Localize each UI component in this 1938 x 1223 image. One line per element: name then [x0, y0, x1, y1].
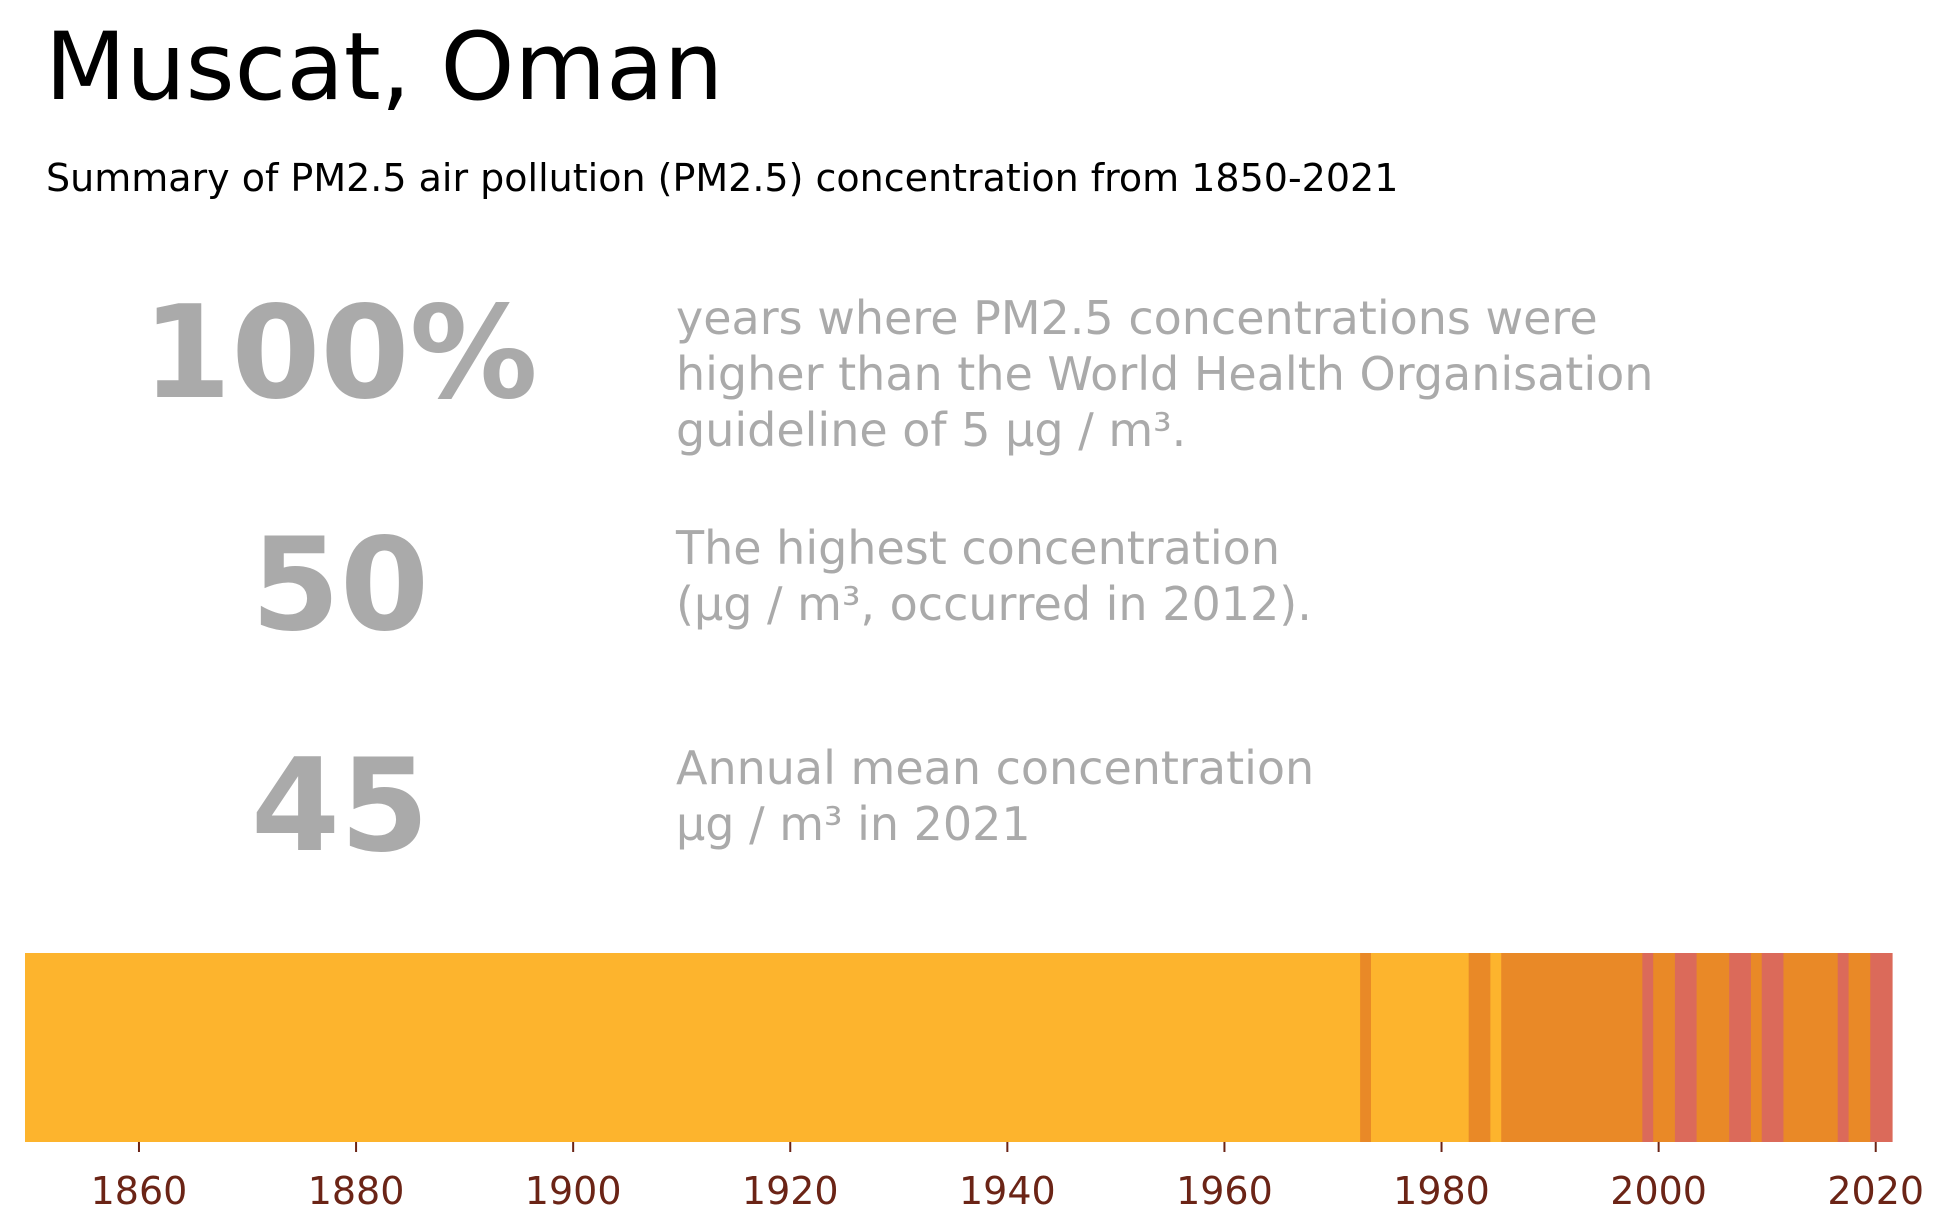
x-tick-label: 2020: [1827, 1169, 1924, 1213]
chart-title: Muscat, Oman: [45, 13, 724, 122]
stripe-segment: [1642, 953, 1654, 1142]
stat-desc-highest: The highest concentration (µg / m³, occu…: [676, 520, 1312, 632]
stat-value-highest: 50: [250, 511, 430, 660]
stat-desc-line: years where PM2.5 concentrations were: [676, 291, 1598, 345]
stripe-segment: [1468, 953, 1491, 1142]
x-tick-label: 2000: [1610, 1169, 1707, 1213]
stripe-segment: [1783, 953, 1839, 1142]
stripe-segment: [1750, 953, 1763, 1142]
stat-value-annual-mean: 45: [250, 732, 430, 881]
stripe-segment: [1870, 953, 1893, 1142]
stripe-segment: [1653, 953, 1676, 1142]
stripe-segment: [1696, 953, 1730, 1142]
x-tick-label: 1960: [1176, 1169, 1273, 1213]
x-tick-label: 1860: [91, 1169, 188, 1213]
stripe-segment: [1370, 953, 1470, 1142]
stripe-segment: [1729, 953, 1752, 1142]
stripe-segment: [1674, 953, 1698, 1142]
stripes-group: [25, 953, 1893, 1142]
x-tick-label: 1880: [308, 1169, 405, 1213]
stat-desc-line: (µg / m³, occurred in 2012).: [676, 577, 1312, 631]
stat-desc-exceedance: years where PM2.5 concentrations were hi…: [676, 290, 1653, 458]
stripe-segment: [1360, 953, 1372, 1142]
x-tick-label: 1920: [742, 1169, 839, 1213]
stat-desc-line: higher than the World Health Organisatio…: [676, 347, 1654, 401]
chart-subtitle: Summary of PM2.5 air pollution (PM2.5) c…: [46, 156, 1399, 200]
stripe-segment: [25, 953, 1361, 1142]
stripe-segment: [1490, 953, 1502, 1142]
x-tick-label: 1900: [525, 1169, 622, 1213]
stripe-segment: [1761, 953, 1785, 1142]
stat-desc-line: guideline of 5 µg / m³.: [676, 403, 1187, 457]
x-tick-label: 1980: [1393, 1169, 1490, 1213]
x-tick-label: 1940: [959, 1169, 1056, 1213]
stripe-segment: [1501, 953, 1643, 1142]
stat-desc-annual-mean: Annual mean concentration µg / m³ in 202…: [676, 740, 1314, 852]
stat-value-exceedance: 100%: [142, 279, 538, 428]
stat-desc-line: Annual mean concentration: [676, 741, 1315, 795]
stripe-segment: [1837, 953, 1850, 1142]
stat-desc-line: µg / m³ in 2021: [676, 797, 1031, 851]
stat-desc-line: The highest concentration: [676, 521, 1280, 575]
stripe-segment: [1848, 953, 1871, 1142]
x-axis-ticks: 1860 1880 1900 1920 1940 1960 1980 2000 2020: [91, 1142, 1924, 1213]
